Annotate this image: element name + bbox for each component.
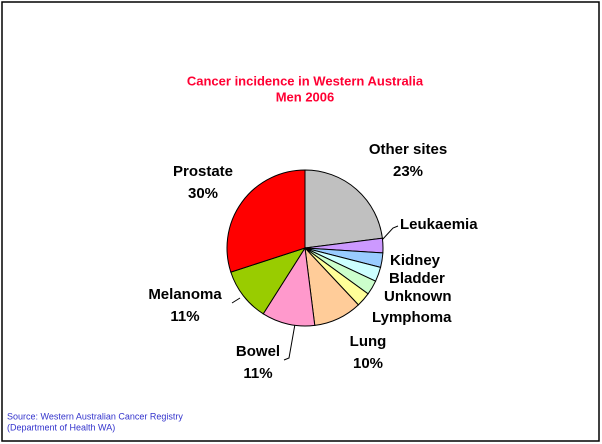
slice-value-label: 10% [353, 355, 383, 372]
slice-label: Melanoma [148, 286, 222, 303]
leader-line [283, 323, 296, 361]
slice-value-label: 11% [170, 308, 199, 325]
slice-value-label: 23% [393, 163, 423, 180]
chart-subtitle: Men 2006 [276, 89, 335, 104]
source: (Department of Health WA) [7, 422, 115, 432]
slice-label: Prostate [173, 163, 233, 180]
slice-value-label: 11% [243, 365, 272, 382]
slice-label: Bowel [236, 343, 280, 360]
pie-slice [304, 169, 383, 249]
slice-label: Lung [350, 333, 387, 350]
slice-label: Other sites [369, 141, 447, 158]
slice-label: Leukaemia [400, 216, 478, 233]
leader-line [231, 297, 241, 304]
slice-label: Unknown [384, 288, 452, 305]
slice-label: Kidney [390, 252, 441, 269]
slice-label: Lymphoma [372, 309, 452, 326]
source: Source: Western Australian Cancer Regist… [7, 411, 183, 421]
pie-slice [226, 169, 306, 273]
slice-label: Bladder [389, 270, 445, 287]
chart-title: Cancer incidence in Western Australia [187, 73, 424, 88]
slice-value-label: 30% [188, 185, 218, 202]
leader-line [381, 225, 399, 241]
